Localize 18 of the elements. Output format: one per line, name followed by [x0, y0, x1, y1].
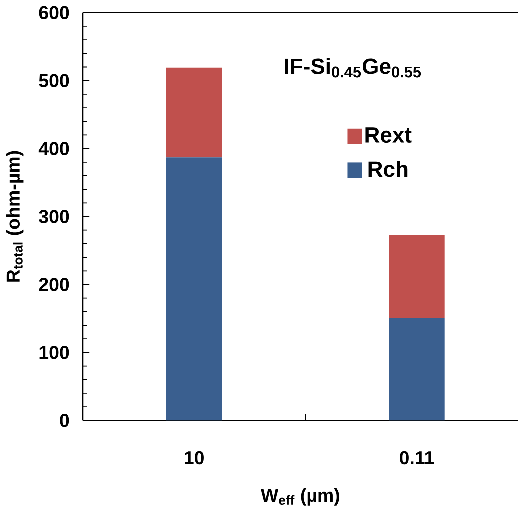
x-tick-label: 10: [185, 451, 204, 465]
legend-label: Rch: [368, 160, 408, 178]
x-tick-label: 0.11: [400, 451, 434, 465]
bar: [166, 68, 222, 158]
y-tick-label: 400: [38, 142, 70, 156]
bar: [166, 158, 222, 421]
y-tick-label: 200: [39, 278, 70, 292]
y-tick-label: 0: [60, 414, 70, 428]
x-axis-title: W$_{eff}$ (µm): [260, 488, 340, 506]
bar: [389, 235, 445, 318]
y-tick-label: 100: [40, 346, 70, 360]
annotation: IF-Si$_{0.45}$Ge$_{0.55}$: [285, 58, 422, 78]
bar: [389, 318, 445, 421]
y-axis-title: R$_{total}$ (ohm-µm): [6, 151, 24, 282]
y-tick-label: 300: [39, 210, 70, 224]
y-tick-label: 500: [39, 74, 70, 88]
y-tick-label: 600: [39, 6, 70, 20]
legend-label: Rext: [366, 128, 412, 143]
